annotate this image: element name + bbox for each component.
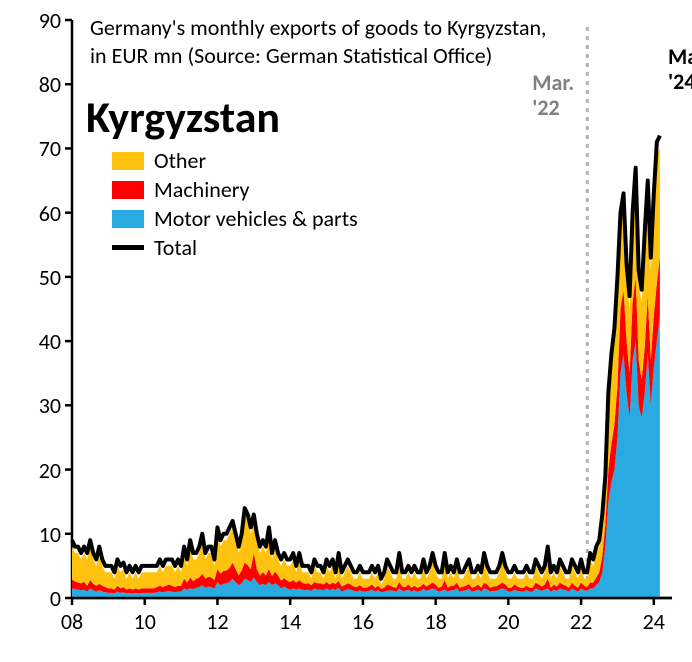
y-tick-label: 40 — [21, 328, 61, 355]
legend-entry-total: Total — [112, 234, 197, 261]
legend-label-other: Other — [154, 147, 206, 174]
x-tick-label: 16 — [343, 608, 383, 635]
y-tick-label: 30 — [21, 392, 61, 419]
x-tick-label: 20 — [488, 608, 528, 635]
x-tick-label: 14 — [270, 608, 310, 635]
y-tick-label: 90 — [21, 7, 61, 34]
other-swatch — [112, 152, 144, 170]
y-tick-label: 60 — [21, 200, 61, 227]
legend-entry-other: Other — [112, 147, 206, 174]
y-tick-label: 20 — [21, 457, 61, 484]
y-tick-label: 70 — [21, 135, 61, 162]
chart-subtitle-line1: Germany's monthly exports of goods to Ky… — [90, 14, 547, 42]
x-tick-label: 24 — [634, 608, 674, 635]
legend-label-motor: Motor vehicles & parts — [154, 205, 358, 232]
y-tick-label: 50 — [21, 264, 61, 291]
motor-swatch — [112, 210, 144, 228]
chart-subtitle-line2: in EUR mn (Source: German Statistical Of… — [90, 42, 492, 70]
x-tick-label: 18 — [416, 608, 456, 635]
x-tick-label: 22 — [561, 608, 601, 635]
annotation-mar22: Mar. '22 — [532, 70, 574, 121]
total-swatch — [112, 245, 144, 250]
chart-country-title: Kyrgyzstan — [86, 90, 280, 144]
machinery-swatch — [112, 181, 144, 199]
legend-entry-machinery: Machinery — [112, 176, 250, 203]
y-tick-label: 80 — [21, 71, 61, 98]
area-motor — [72, 315, 660, 598]
annotation-mar24: Mar. '24 — [668, 44, 692, 95]
x-tick-label: 12 — [197, 608, 237, 635]
x-tick-label: 08 — [52, 608, 92, 635]
area-machinery — [72, 258, 660, 594]
legend-label-total: Total — [154, 234, 197, 261]
legend-label-machinery: Machinery — [154, 176, 250, 203]
y-tick-label: 10 — [21, 521, 61, 548]
x-tick-label: 10 — [125, 608, 165, 635]
exports-chart: Germany's monthly exports of goods to Ky… — [0, 0, 692, 662]
legend-entry-motor: Motor vehicles & parts — [112, 205, 358, 232]
